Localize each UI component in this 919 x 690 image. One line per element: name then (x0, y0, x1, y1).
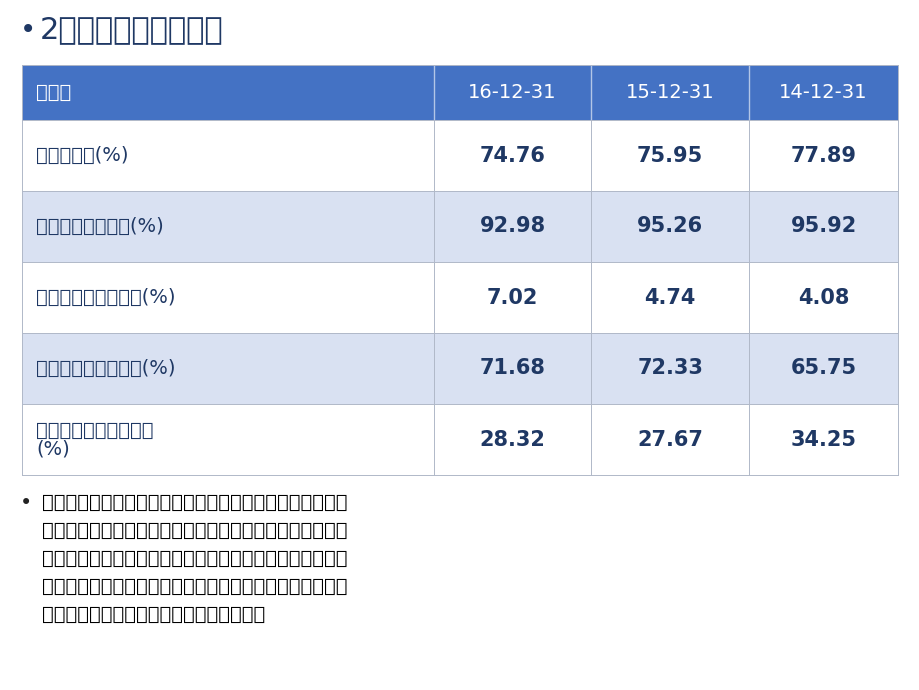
Text: 95.92: 95.92 (789, 217, 856, 237)
Text: 92.98: 92.98 (479, 217, 545, 237)
Text: 2、长期偿债能力分析: 2、长期偿债能力分析 (40, 15, 223, 44)
Text: 28.32: 28.32 (479, 429, 545, 449)
Text: 风险在降低，显示企业财务状况有所好转。: 风险在降低，显示企业财务状况有所好转。 (42, 605, 265, 624)
Text: 资产负债率(%): 资产负债率(%) (36, 146, 129, 165)
Text: 流动资产／总资产(%): 流动资产／总资产(%) (36, 217, 164, 236)
Bar (22, 333, 897, 404)
Text: 72.33: 72.33 (637, 359, 702, 379)
Text: 风险较高，不过与同行业相比数值较低，在可承受范围内。: 风险较高，不过与同行业相比数值较低，在可承受范围内。 (42, 521, 347, 540)
Text: •: • (20, 16, 36, 44)
Text: 16-12-31: 16-12-31 (468, 83, 556, 102)
Text: 95.26: 95.26 (637, 217, 702, 237)
Text: 7.02: 7.02 (486, 288, 538, 308)
Text: 71.68: 71.68 (479, 359, 545, 379)
Text: 75.95: 75.95 (637, 146, 703, 166)
Text: 非流动负债／负债合计: 非流动负债／负债合计 (36, 420, 153, 440)
Text: 65.75: 65.75 (789, 359, 856, 379)
Text: •: • (20, 493, 32, 513)
Text: 保利地产资产负债率维持在一个较高的水平，长期偿债: 保利地产资产负债率维持在一个较高的水平，长期偿债 (42, 493, 347, 512)
Text: 所有者权益比率逐年增加，财务风险有所控制。保利地产产: 所有者权益比率逐年增加，财务风险有所控制。保利地产产 (42, 549, 347, 568)
Bar (22, 65, 897, 120)
Text: 74.76: 74.76 (479, 146, 545, 166)
Text: 4.74: 4.74 (644, 288, 695, 308)
Text: 权比率数值逐年减少，企业长期偿债能力增强，债权人承担: 权比率数值逐年减少，企业长期偿债能力增强，债权人承担 (42, 577, 347, 596)
Text: 27.67: 27.67 (637, 429, 702, 449)
Text: (%): (%) (36, 440, 70, 458)
Text: 流动负债／负债合计(%): 流动负债／负债合计(%) (36, 359, 176, 378)
Bar (22, 404, 897, 475)
Text: 4.08: 4.08 (797, 288, 848, 308)
Text: 34.25: 34.25 (789, 429, 856, 449)
Text: 报告期: 报告期 (36, 83, 71, 102)
Text: 15-12-31: 15-12-31 (625, 83, 714, 102)
Bar (22, 191, 897, 262)
Bar (22, 262, 897, 333)
Text: 14-12-31: 14-12-31 (778, 83, 867, 102)
Text: 77.89: 77.89 (789, 146, 856, 166)
Text: 非流动资产／总资产(%): 非流动资产／总资产(%) (36, 288, 176, 307)
Bar (22, 120, 897, 191)
